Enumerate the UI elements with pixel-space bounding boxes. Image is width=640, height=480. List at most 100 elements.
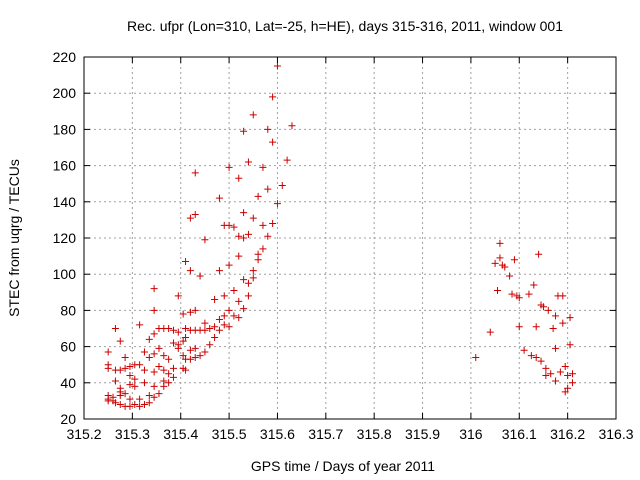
data-point xyxy=(564,372,572,380)
data-point xyxy=(116,366,124,374)
x-axis-label: GPS time / Days of year 2011 xyxy=(251,458,435,474)
y-tick-label: 220 xyxy=(53,49,77,65)
data-point xyxy=(131,382,139,390)
data-point xyxy=(140,379,148,387)
data-point xyxy=(150,368,158,376)
data-point xyxy=(244,279,252,287)
data-point xyxy=(160,382,168,390)
data-point xyxy=(535,250,543,258)
data-point xyxy=(552,312,560,320)
data-point xyxy=(515,323,523,331)
data-point xyxy=(116,337,124,345)
y-tick-label: 80 xyxy=(60,302,76,318)
x-tick-label: 316.3 xyxy=(598,426,633,442)
y-tick-label: 40 xyxy=(60,375,76,391)
data-point xyxy=(182,366,190,374)
data-point xyxy=(486,328,494,336)
data-point xyxy=(145,335,153,343)
data-point xyxy=(506,272,514,280)
data-point xyxy=(155,390,163,398)
data-point xyxy=(155,344,163,352)
data-point xyxy=(174,344,182,352)
data-point xyxy=(140,366,148,374)
data-point xyxy=(201,319,209,327)
y-tick-label: 20 xyxy=(60,411,76,427)
data-point xyxy=(568,379,576,387)
data-point xyxy=(542,372,550,380)
data-point xyxy=(126,395,134,403)
data-point xyxy=(532,353,540,361)
data-point xyxy=(165,325,173,332)
data-point xyxy=(240,234,248,242)
data-point xyxy=(520,346,528,354)
data-point xyxy=(566,314,574,322)
data-point xyxy=(160,352,168,360)
data-point xyxy=(196,272,204,280)
data-point xyxy=(552,344,560,352)
data-point xyxy=(145,399,153,407)
data-point xyxy=(491,259,499,267)
data-point xyxy=(264,185,272,193)
data-point xyxy=(561,388,569,396)
data-point xyxy=(196,352,204,360)
data-point xyxy=(126,402,134,410)
data-point xyxy=(150,382,158,390)
chart-title: Rec. ufpr (Lon=310, Lat=-25, h=HE), days… xyxy=(127,18,563,34)
data-point xyxy=(191,306,199,314)
data-point xyxy=(182,325,190,332)
data-point xyxy=(179,337,187,345)
y-tick-label: 120 xyxy=(53,230,77,246)
data-point xyxy=(542,364,550,372)
data-point xyxy=(240,305,248,313)
y-tick-label: 140 xyxy=(53,194,77,210)
x-tick-label: 315.5 xyxy=(212,426,247,442)
data-point xyxy=(568,370,576,378)
data-point xyxy=(559,292,567,300)
y-tick-label: 160 xyxy=(53,158,77,174)
data-point xyxy=(160,366,168,374)
data-point xyxy=(145,391,153,399)
data-point xyxy=(131,375,139,383)
data-point xyxy=(179,310,187,318)
data-point xyxy=(547,370,555,378)
data-point xyxy=(215,267,223,275)
data-point xyxy=(556,368,564,376)
data-point xyxy=(230,312,238,320)
data-point xyxy=(186,308,194,316)
data-point xyxy=(273,200,281,208)
data-point xyxy=(126,381,134,389)
data-point xyxy=(240,209,248,217)
data-point xyxy=(225,306,233,314)
data-point xyxy=(537,357,545,365)
data-point xyxy=(549,325,557,332)
data-point xyxy=(140,401,148,409)
data-point xyxy=(230,223,238,231)
data-point xyxy=(215,326,223,334)
data-point xyxy=(104,364,112,372)
x-tick-label: 315.4 xyxy=(163,426,198,442)
data-point xyxy=(244,158,252,166)
data-point xyxy=(150,306,158,314)
data-point xyxy=(220,312,228,320)
data-point xyxy=(273,62,281,70)
data-point xyxy=(532,323,540,331)
data-point xyxy=(230,286,238,294)
data-point xyxy=(254,192,262,200)
data-point xyxy=(211,323,219,331)
data-point xyxy=(269,138,277,146)
x-tick-label: 316 xyxy=(459,426,483,442)
x-tick-label: 315.3 xyxy=(115,426,150,442)
data-point xyxy=(182,334,190,342)
data-point xyxy=(254,256,262,264)
data-point xyxy=(508,290,516,298)
data-point xyxy=(136,361,144,369)
data-point xyxy=(269,93,277,101)
data-point xyxy=(249,214,257,222)
data-point xyxy=(215,194,223,202)
data-point xyxy=(174,328,182,336)
data-point xyxy=(269,220,277,228)
data-point xyxy=(121,390,129,398)
y-tick-label: 180 xyxy=(53,121,77,137)
data-point xyxy=(140,348,148,356)
data-point xyxy=(235,297,243,305)
